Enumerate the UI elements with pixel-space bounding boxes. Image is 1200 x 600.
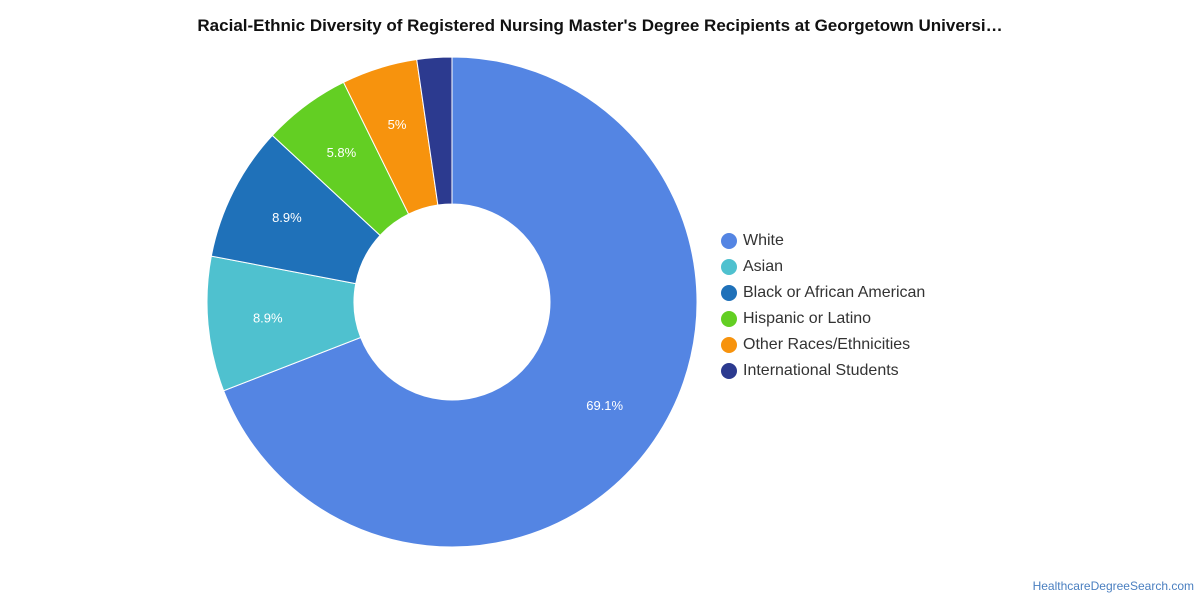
data-label-white: 69.1% — [586, 398, 623, 413]
legend-label: Black or African American — [743, 284, 926, 301]
slice-white[interactable] — [222, 56, 698, 548]
data-label-asian: 8.9% — [253, 310, 283, 325]
data-label-black-or-african-american: 8.9% — [272, 210, 302, 225]
legend-label: White — [743, 232, 784, 249]
data-label-hispanic-or-latino: 5.8% — [327, 145, 357, 160]
legend-item-international-students[interactable]: International Students — [721, 358, 925, 384]
legend-item-asian[interactable]: Asian — [721, 254, 925, 280]
source-credit-link[interactable]: HealthcareDegreeSearch.com — [1032, 579, 1194, 593]
legend-item-other-races-ethnicities[interactable]: Other Races/Ethnicities — [721, 332, 925, 358]
legend-swatch-icon — [721, 285, 737, 301]
legend-label: Asian — [743, 258, 784, 275]
legend-swatch-icon — [721, 363, 737, 379]
legend-swatch-icon — [721, 233, 737, 249]
legend-label: Other Races/Ethnicities — [743, 336, 911, 353]
legend-label: International Students — [743, 362, 899, 379]
legend-item-black-or-african-american[interactable]: Black or African American — [721, 280, 925, 306]
legend-swatch-icon — [721, 311, 737, 327]
legend-swatch-icon — [721, 337, 737, 353]
chart-legend: White Asian Black or African American Hispa… — [721, 228, 925, 384]
legend-swatch-icon — [721, 259, 737, 275]
legend-label: Hispanic or Latino — [743, 310, 872, 327]
data-label-other-races-ethnicities: 5% — [388, 117, 407, 132]
slice-international-students[interactable] — [416, 56, 453, 206]
chart-title: Racial-Ethnic Diversity of Registered Nu… — [197, 16, 1003, 35]
legend-item-hispanic-or-latino[interactable]: Hispanic or Latino — [721, 306, 925, 332]
legend-item-white[interactable]: White — [721, 228, 925, 254]
